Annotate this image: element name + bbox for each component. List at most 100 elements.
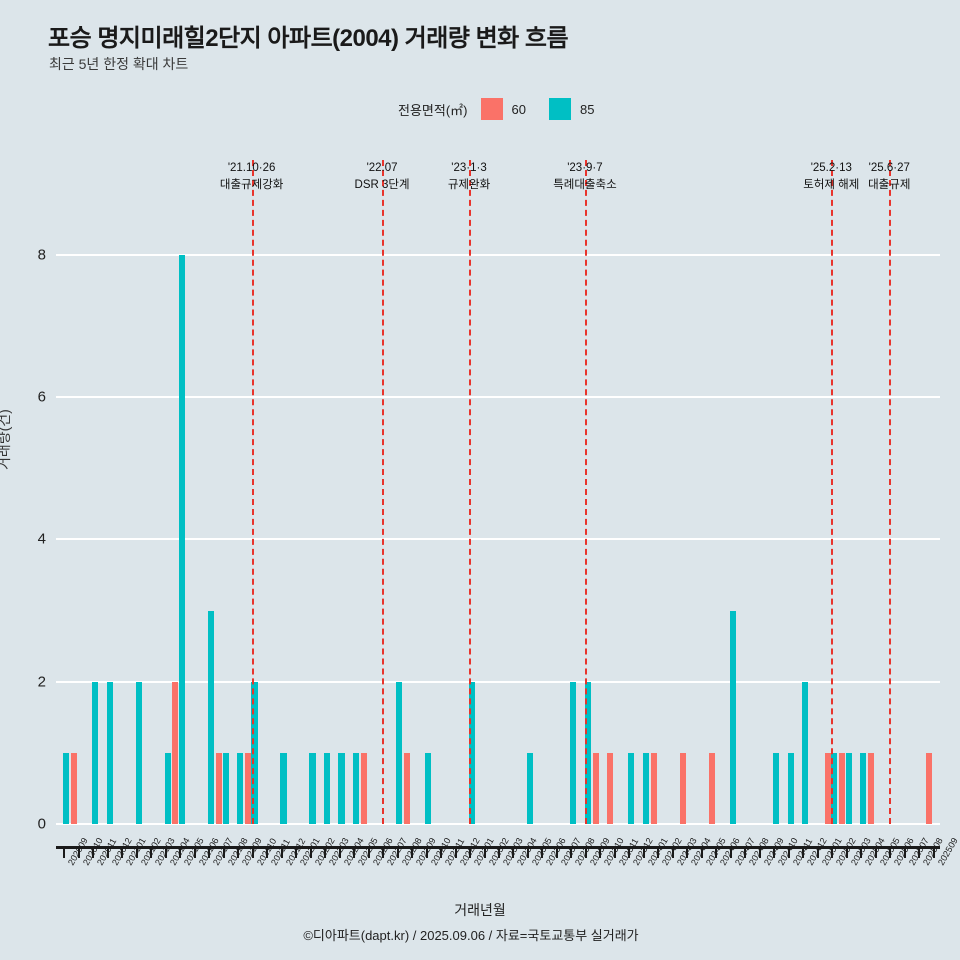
x-tick-202106 [193,847,196,858]
x-tick-202303 [498,847,500,858]
bar-202110-85[interactable] [251,681,258,824]
x-tick-202505 [874,847,877,858]
x-tick-202506 [889,847,892,858]
x-tick-202410 [773,847,776,858]
bar-202312-85[interactable] [628,752,635,824]
event-annotation-202506: '25.6·27 대출규제 [868,160,910,193]
x-tick-202310 [599,847,602,858]
x-tick-202409 [758,847,761,858]
event-date: '25.6·27 [868,162,910,174]
bar-202210-85[interactable] [425,752,432,824]
bar-202502-60[interactable] [824,752,831,824]
bar-202301-85[interactable] [468,681,475,824]
bar-202412-85[interactable] [802,681,809,824]
x-tick-202210 [425,847,428,858]
y-tick-label-8: 8 [37,246,46,264]
x-tick-202211 [440,847,443,858]
x-tick-202504 [860,847,863,858]
bar-202107-85[interactable] [208,610,215,824]
x-tick-202402 [657,847,660,858]
x-tick-202202 [309,847,312,858]
x-tick-202010 [77,847,80,858]
event-line-202301 [469,160,472,824]
bar-series-layer [56,212,940,824]
bar-202108-85[interactable] [222,752,229,824]
x-tick-202502 [831,847,834,858]
bar-202105-60[interactable] [172,681,179,824]
gridline-8 [56,253,940,256]
legend-swatch-60 [480,98,503,120]
event-annotation-202502: '25.2·13 토허제 해제 [803,160,859,193]
bar-202407-85[interactable] [729,610,736,824]
bar-202503-60[interactable] [838,752,846,824]
event-annotation-202207: '22.07 DSR 3단계 [355,160,410,193]
bar-202502-85[interactable] [831,752,838,824]
bar-202012-85[interactable] [106,681,113,824]
plot-area [56,160,940,825]
bar-202310-60[interactable] [592,752,599,824]
bar-202402-60[interactable] [650,752,657,824]
bar-202009-85[interactable] [63,752,70,824]
bar-202504-85[interactable] [860,752,867,824]
event-name: 대출규제강화 [219,178,284,191]
bar-202102-85[interactable] [135,681,142,824]
bar-202308-85[interactable] [570,681,577,824]
bar-202010-60[interactable] [70,752,77,824]
x-tick-202411 [787,847,790,858]
legend-label-85: 85 [579,101,595,117]
bar-202011-85[interactable] [92,681,99,824]
bar-202410-85[interactable] [773,752,780,824]
event-date: '23·9·7 [567,162,603,174]
x-tick-202109 [237,847,240,858]
bar-202208-85[interactable] [396,681,403,824]
bar-202401-85[interactable] [642,752,649,824]
bar-202309-85[interactable] [584,681,591,824]
bar-202209-60[interactable] [404,752,411,824]
event-annotation-202301: '23·1·3 규제완화 [448,160,490,193]
y-tick-label-4: 4 [37,530,46,548]
x-tick-202206 [367,847,370,858]
bar-202202-85[interactable] [309,752,316,824]
bar-202203-85[interactable] [323,752,331,824]
bar-202204-85[interactable] [338,752,345,824]
gridline-4 [56,538,940,541]
bar-202305-85[interactable] [526,752,533,824]
bar-202105-85[interactable] [179,254,186,824]
bar-202406-60[interactable] [708,752,715,824]
x-tick-202011 [92,847,95,858]
x-tick-202204 [338,847,341,858]
bar-202509-60[interactable] [925,752,932,824]
bar-202404-60[interactable] [679,752,686,824]
x-tick-202311 [613,847,616,858]
bar-202110-60[interactable] [244,752,251,824]
bar-202108-60[interactable] [215,752,222,824]
x-tick-202208 [396,847,399,858]
event-date: '21.10·26 [227,162,276,174]
x-tick-202509 [932,847,935,858]
bar-202206-60[interactable] [360,752,367,824]
x-tick-202508 [918,847,921,858]
event-line-202207 [382,160,385,824]
x-tick-202407 [729,847,732,858]
x-tick-202012 [106,847,109,858]
legend-swatch-85 [548,98,571,120]
x-tick-202205 [353,847,356,858]
bar-202503-85[interactable] [845,752,852,824]
x-tick-202503 [845,847,848,858]
bar-202205-85[interactable] [352,752,359,824]
x-tick-202404 [686,847,689,858]
gridline-6 [56,396,940,399]
bar-202112-85[interactable] [280,752,287,824]
x-tick-202405 [700,847,703,858]
event-name: 규제완화 [447,178,491,191]
x-tick-202009 [63,847,66,858]
bar-202109-85[interactable] [237,752,244,824]
bar-202411-85[interactable] [787,752,794,824]
bar-202104-85[interactable] [164,752,171,824]
bar-202505-60[interactable] [867,752,875,824]
x-axis-title: 거래년월 [454,902,506,918]
gridline-2 [56,680,940,683]
x-tick-202112 [280,847,283,858]
bar-202311-60[interactable] [607,752,614,824]
